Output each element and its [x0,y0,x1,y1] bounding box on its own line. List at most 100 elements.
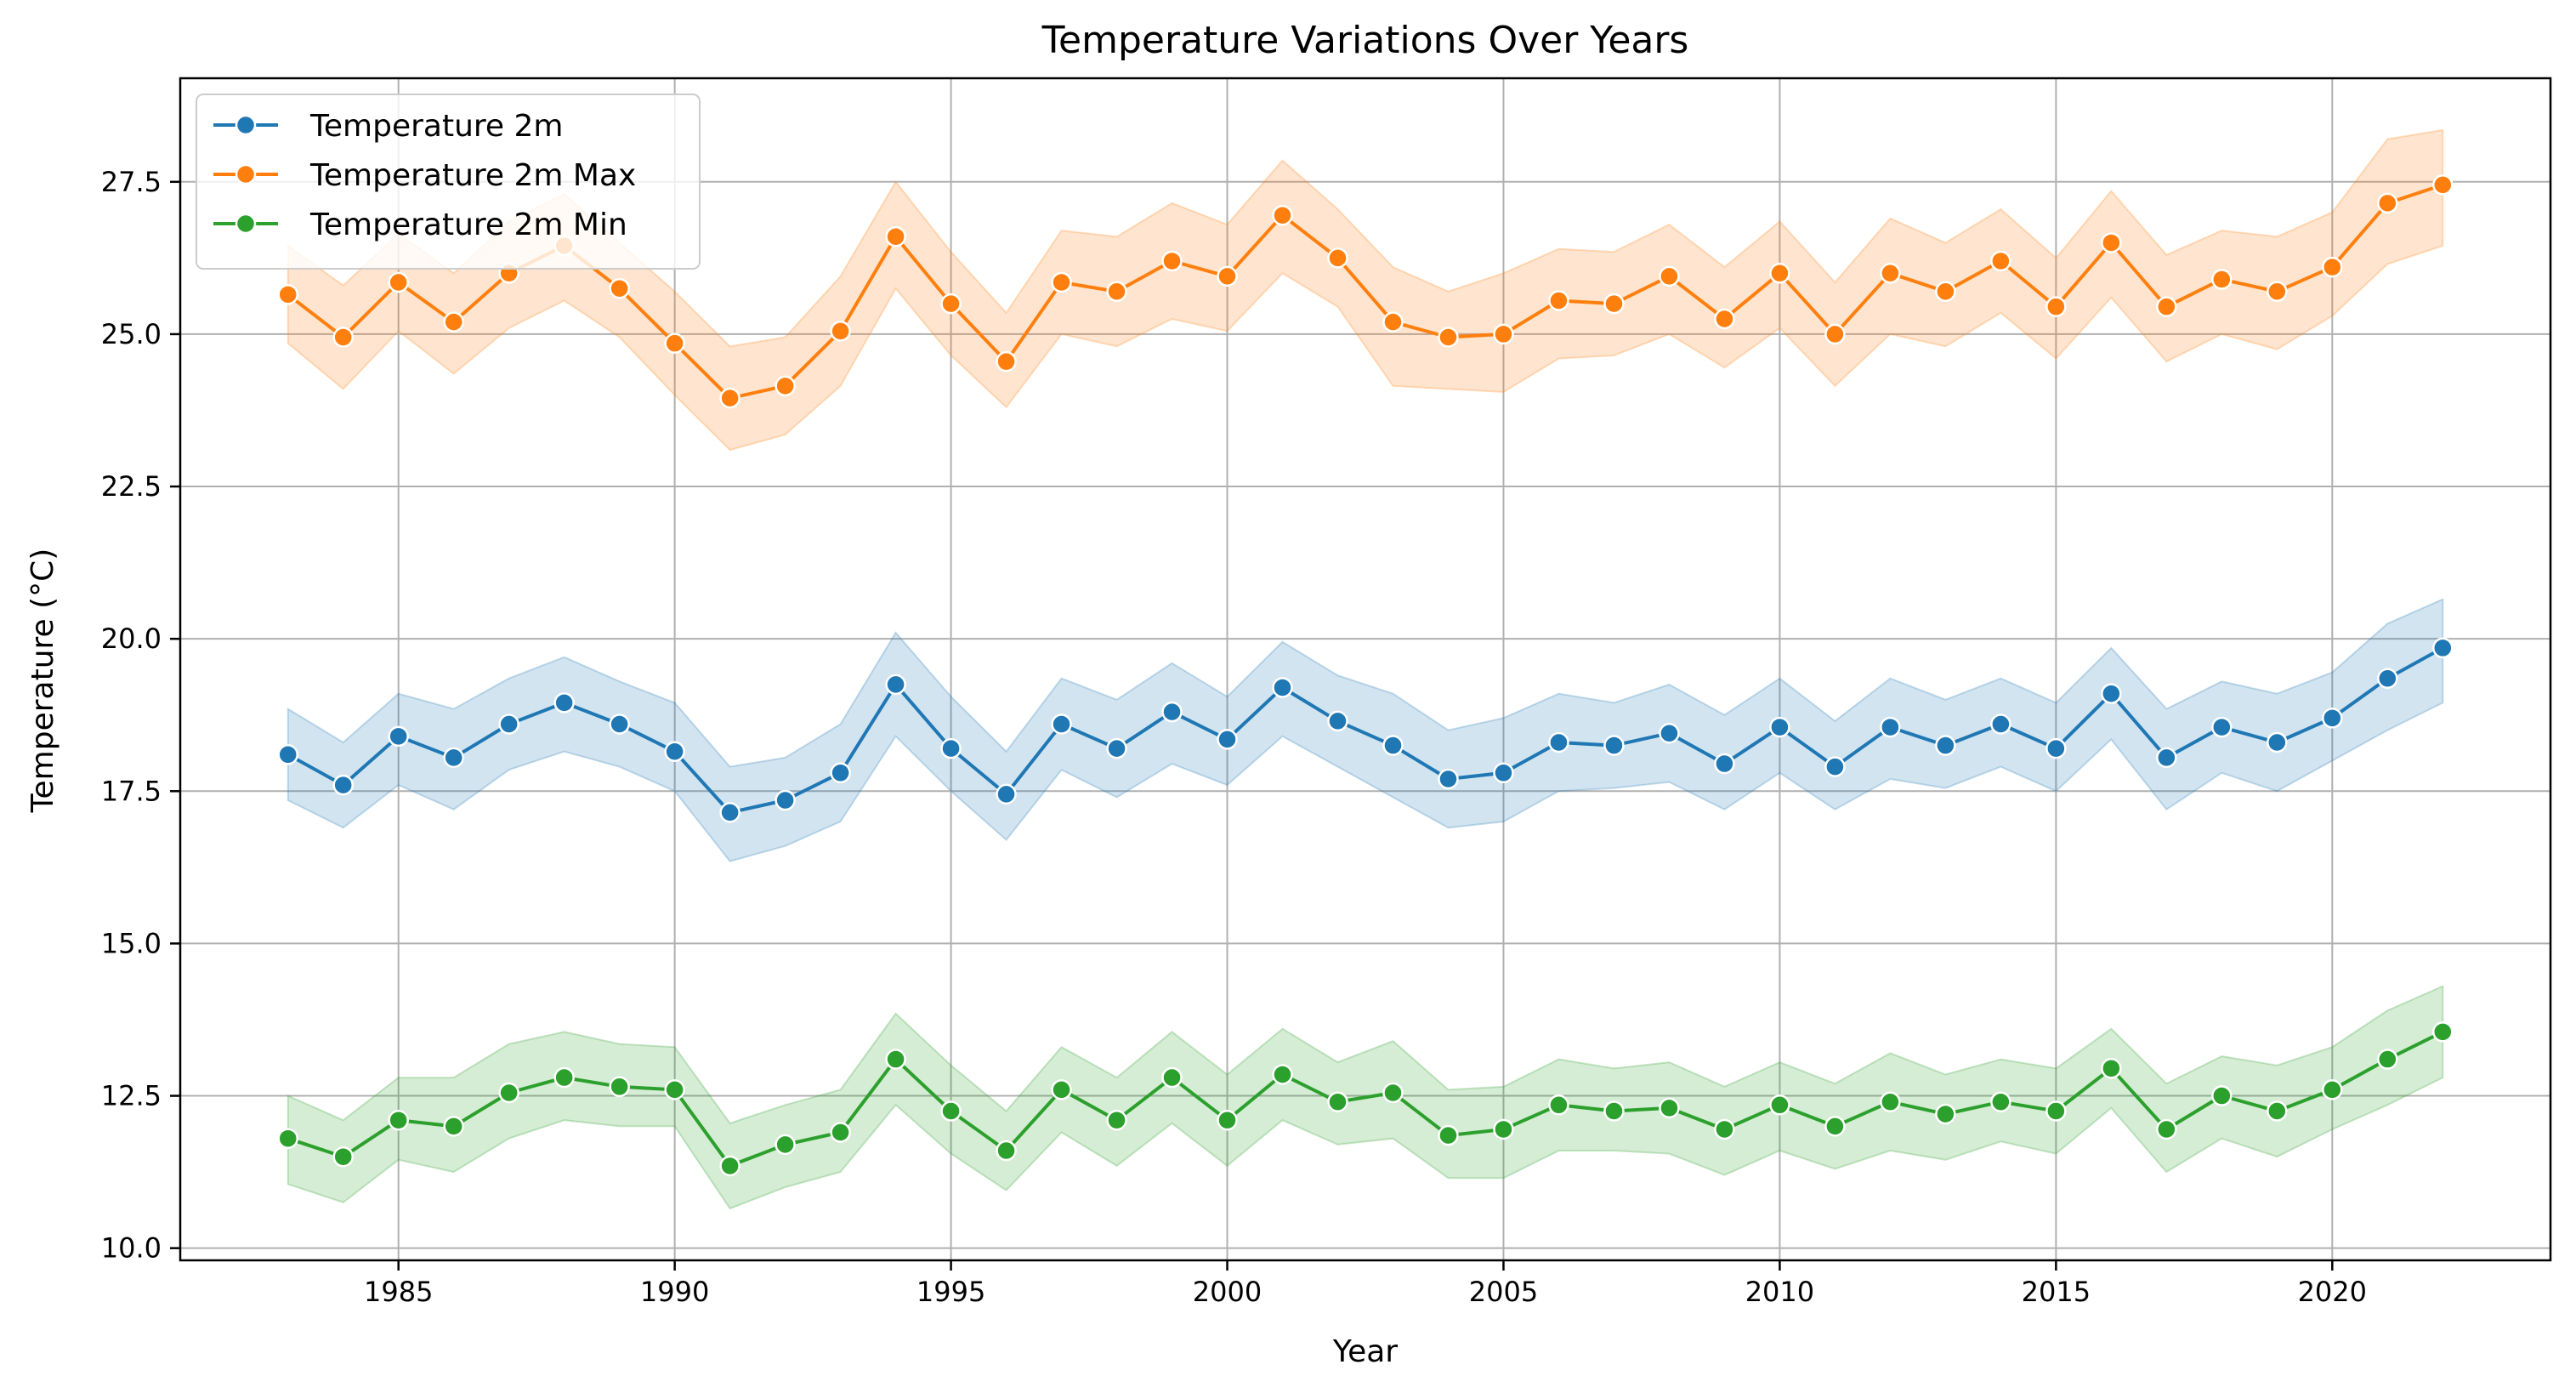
data-point [1548,290,1569,311]
data-point [1880,1091,1901,1112]
data-point [2156,296,2177,317]
data-point [388,725,409,748]
data-point [609,277,630,299]
data-point [885,226,906,247]
data-point [609,714,630,735]
data-point [1272,677,1293,698]
data-point [2156,1118,2177,1140]
data-point [2045,737,2067,759]
data-point [2322,708,2343,729]
data-point [2432,174,2454,196]
data-point [2211,1085,2233,1106]
data-point [498,1082,519,1104]
data-point [388,1109,409,1131]
data-point [1051,271,1072,293]
data-point [1714,308,1735,330]
data-point [2156,747,2177,769]
data-point [1824,1116,1846,1137]
data-point [1493,1118,1514,1140]
data-point [1438,1124,1459,1146]
legend-box [196,94,701,270]
data-point [2267,731,2288,753]
data-point [1769,263,1790,284]
data-point [443,311,464,333]
data-point [2432,637,2454,659]
data-point [2045,296,2067,317]
legend-marker-2 [235,213,257,235]
data-point [1438,327,1459,348]
y-tick-label: 10.0 [101,1232,162,1265]
data-point [498,714,519,735]
series-line-2 [287,1030,2444,1168]
data-point [1217,729,1238,750]
data-point [775,1134,796,1156]
data-point [609,1076,630,1098]
data-point [553,692,575,714]
data-point [1935,1103,1956,1125]
data-point [1824,756,1846,777]
data-point [996,350,1017,372]
data-point [1659,722,1680,744]
data-point [277,284,298,305]
data-point [332,327,354,348]
legend-marker-0 [235,114,257,136]
data-point [719,1155,740,1177]
data-point [1824,323,1846,345]
data-point [940,293,962,315]
data-point [1990,714,2011,735]
legend-label-2: Temperature 2m Min [309,208,627,242]
axes: 1985 1990 1995 2000 2005 2010 2015 2020 10.0 12.5… [101,77,2552,1308]
x-tick-label: 1990 [640,1276,709,1308]
data-point [388,271,409,293]
data-point [1603,735,1625,756]
x-tick-label: 1995 [916,1276,985,1308]
data-point [2267,1100,2288,1122]
data-point [1935,281,1956,303]
legend-marker-1 [235,163,257,185]
data-point [2101,232,2122,253]
data-point [443,1116,464,1137]
data-point [719,802,740,823]
data-point [664,741,685,762]
data-point [996,783,1017,805]
data-point [1327,710,1348,732]
x-tick-label: 1985 [364,1276,433,1308]
data-point [1272,1064,1293,1085]
data-point [1382,311,1404,333]
data-point [664,333,685,354]
y-tick-label: 17.5 [101,775,162,807]
data-point [332,1146,354,1168]
data-point [2377,668,2398,689]
data-point [1161,701,1183,723]
data-point [1327,1091,1348,1112]
data-point [1659,265,1680,287]
data-point [1493,323,1514,345]
data-point [2101,683,2122,704]
data-point [830,1122,851,1143]
data-point [1272,204,1293,226]
data-point [1935,735,1956,756]
data-point [996,1140,1017,1162]
x-tick-label: 2005 [1469,1276,1538,1308]
data-point [1990,1091,2011,1112]
data-point [885,674,906,696]
data-point [2267,281,2288,303]
confidence-band-0 [287,598,2444,862]
data-point [1714,753,1735,775]
data-point [1659,1097,1680,1119]
data-point [2322,256,2343,278]
data-point [940,737,962,759]
data-point [277,744,298,765]
y-tick-label: 15.0 [101,927,162,959]
y-tick-label: 27.5 [101,166,162,198]
x-tick-label: 2020 [2298,1276,2367,1308]
data-point [1106,281,1127,303]
series-line-0 [287,646,2444,815]
legend: Temperature 2m Temperature 2m Max Temperat… [196,94,701,270]
data-point [1217,265,1238,287]
plot-frame [179,77,2552,1262]
data-point [2045,1100,2067,1122]
data-point [1603,293,1625,315]
data-point [830,762,851,784]
data-point [332,774,354,796]
